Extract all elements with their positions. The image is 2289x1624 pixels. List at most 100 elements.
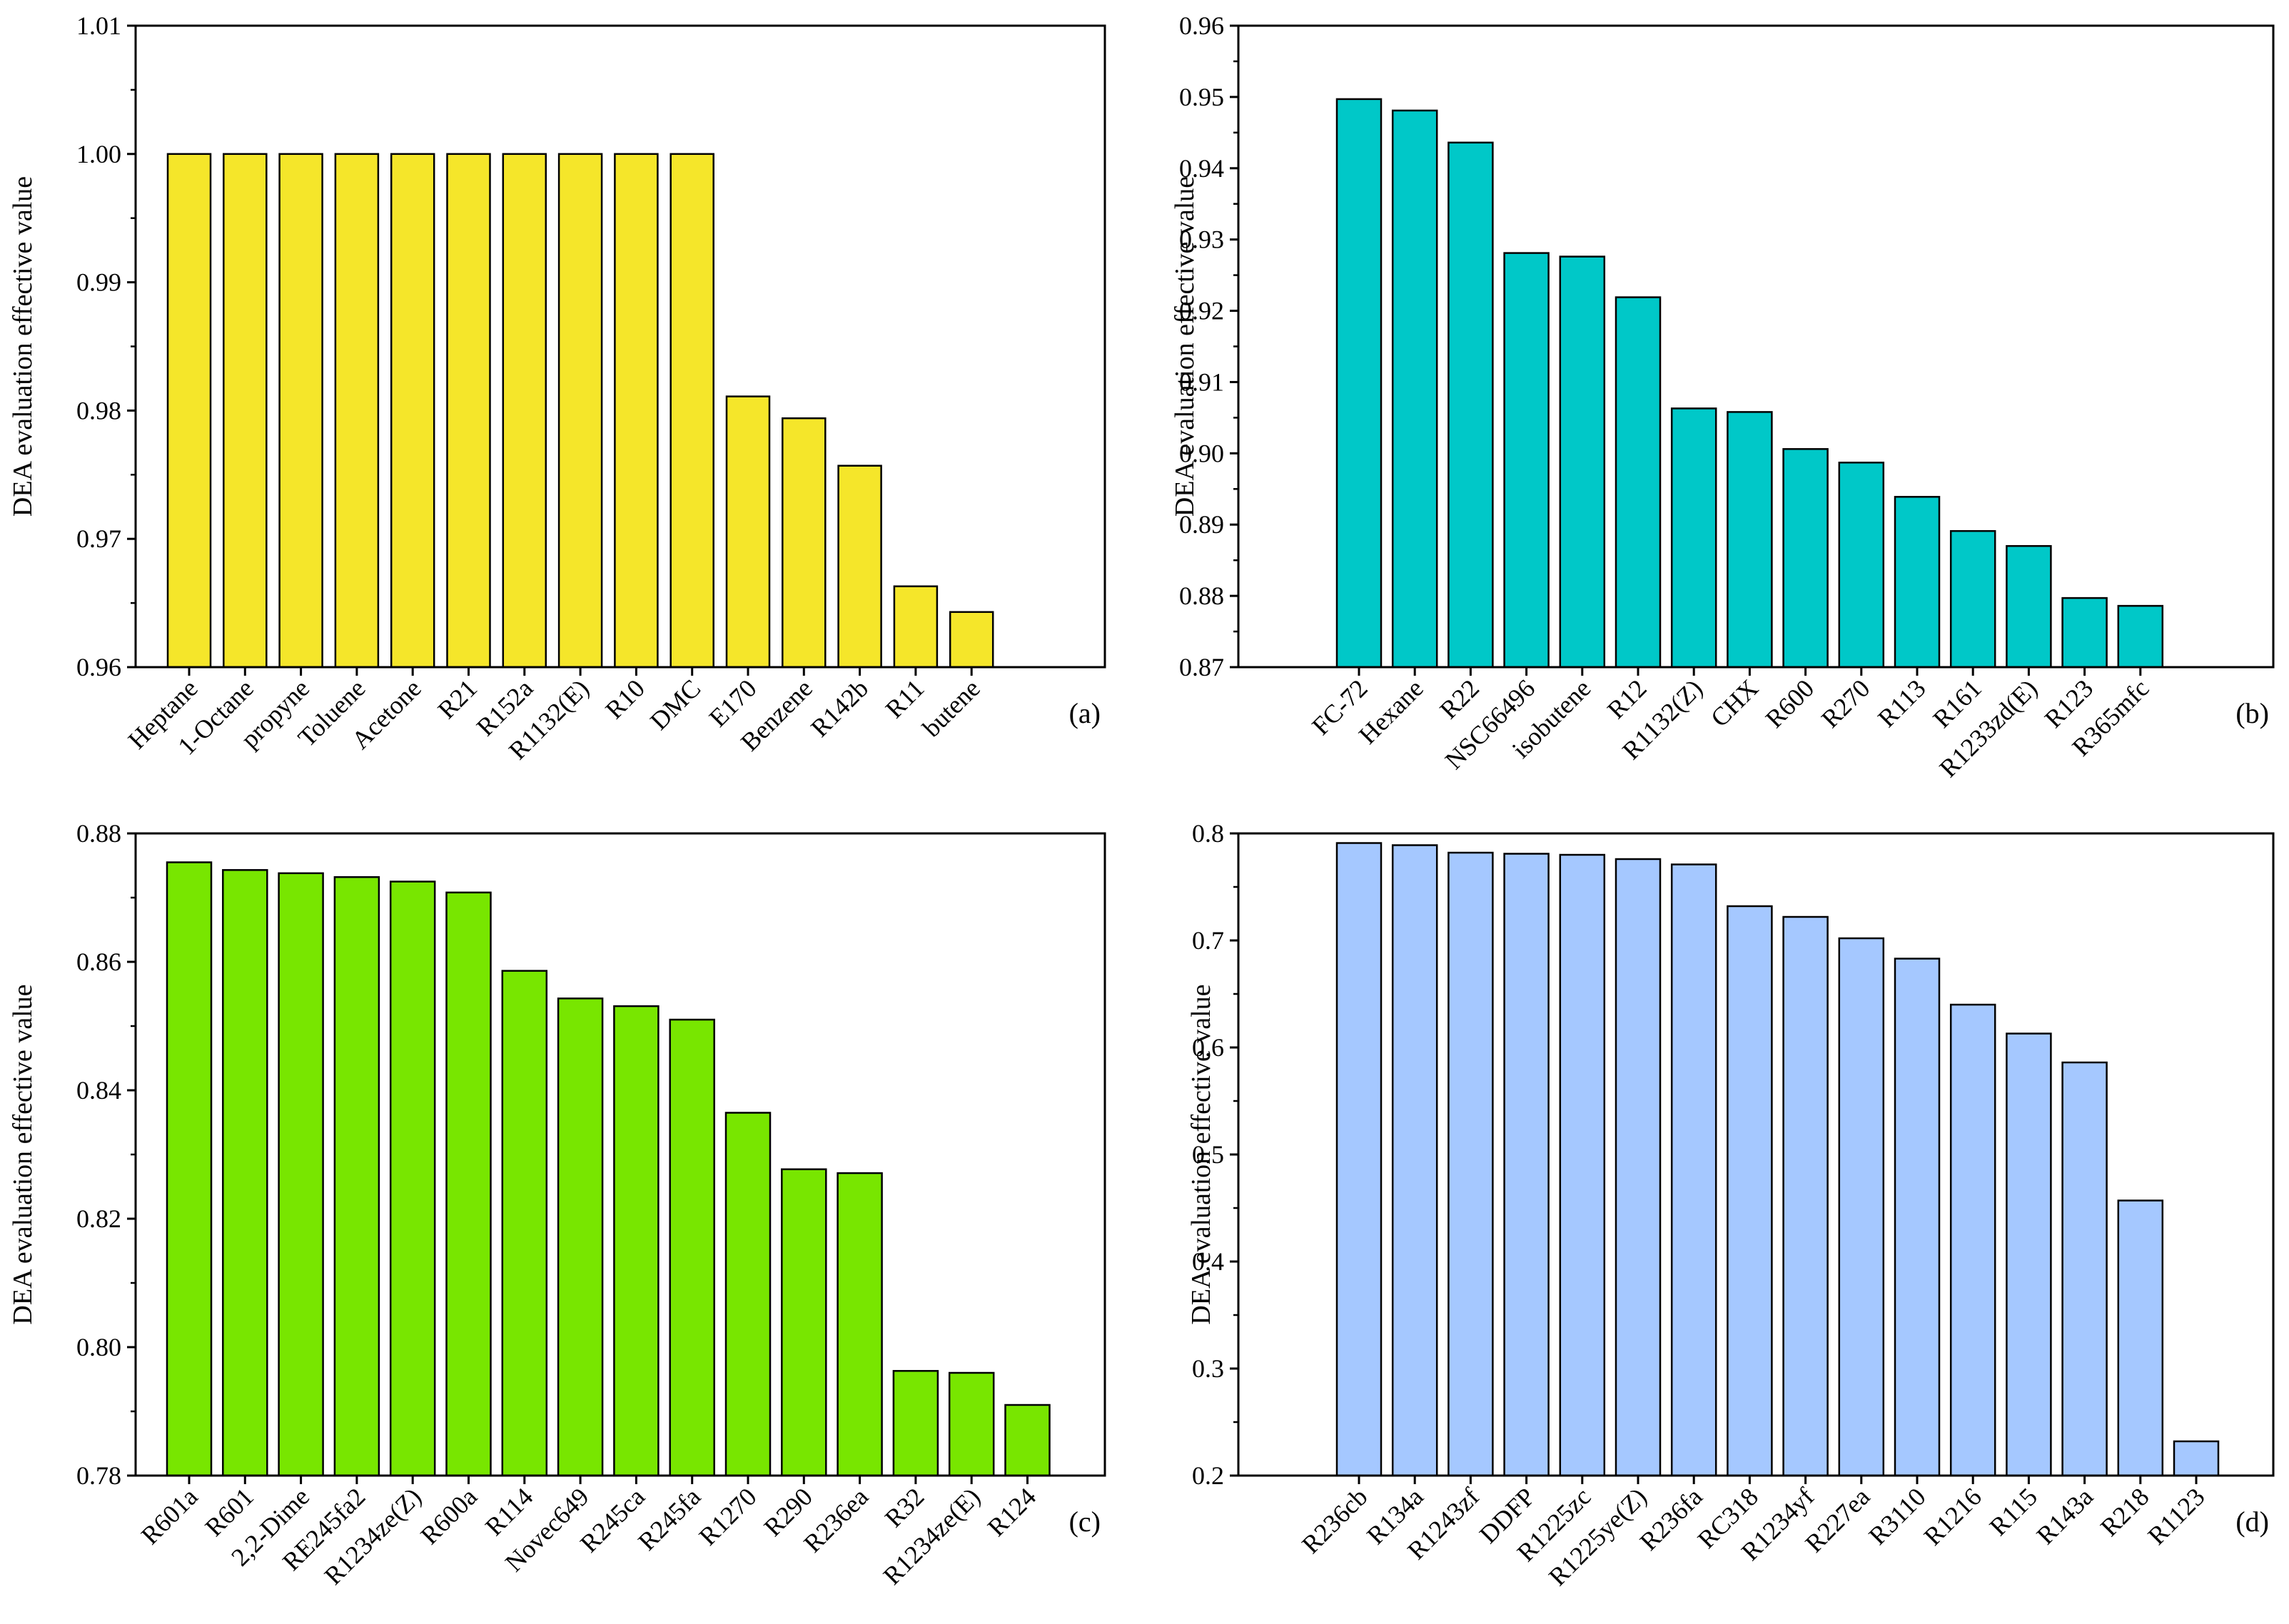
y-axis-title: DEA evaluation effective value	[8, 984, 38, 1324]
x-category-label: R227ea	[1799, 1482, 1875, 1558]
bar-R12	[1615, 296, 1662, 669]
bar-R10	[614, 153, 659, 669]
y-tick-label: 0.84	[76, 1076, 121, 1105]
x-category-label: butene	[917, 674, 986, 742]
bar-Benzene	[782, 417, 827, 669]
bar-R270	[1838, 462, 1885, 669]
chart-panel-c: 0.780.800.820.840.860.88R601aR6012,2-Dim…	[8, 819, 1106, 1590]
y-tick-label: 0.2	[1192, 1461, 1224, 1490]
y-tick-label: 0.80	[76, 1333, 121, 1361]
y-tick-label: 0.98	[76, 396, 121, 425]
x-category-label: R236ea	[798, 1482, 874, 1558]
bar-R3110	[1894, 958, 1941, 1477]
bar-R115	[2006, 1032, 2052, 1477]
bar-DMC	[669, 153, 714, 669]
bar-Acetone	[390, 153, 435, 669]
y-tick-label: 0.94	[1179, 154, 1224, 183]
bar-RC318	[1727, 905, 1773, 1477]
bar-R152a	[502, 153, 547, 669]
bar-R1234yf	[1782, 915, 1829, 1477]
x-category-label: R600a	[415, 1482, 482, 1550]
y-tick-label: 0.92	[1179, 297, 1224, 325]
panel-tag: (c)	[1069, 1506, 1101, 1538]
bar-R1234ze(E)	[948, 1371, 995, 1477]
bar-R143a	[2061, 1061, 2108, 1477]
bar-Toluene	[334, 153, 380, 669]
x-category-label: DMC	[645, 674, 706, 735]
bar-R1123	[2173, 1440, 2220, 1477]
bar-R134a	[1391, 844, 1438, 1477]
bar-R1270	[724, 1112, 772, 1477]
panel-tag: (b)	[2235, 697, 2269, 729]
x-category-label: CHX	[1705, 674, 1764, 732]
bar-R365mfc	[2117, 604, 2164, 669]
y-axis-title: DEA evaluation effective value	[8, 176, 38, 517]
bar-CHX	[1727, 411, 1773, 669]
x-category-label: R600	[1760, 674, 1819, 733]
bar-R227ea	[1838, 937, 1885, 1477]
x-category-label: R270	[1816, 674, 1875, 733]
y-tick-label: 1.01	[76, 11, 121, 40]
y-tick-label: 0.82	[76, 1204, 121, 1233]
bar-R124	[1004, 1404, 1051, 1477]
x-category-label: R1270	[693, 1482, 762, 1551]
bar-R22	[1447, 141, 1494, 669]
bar-R236ea	[837, 1172, 883, 1477]
y-tick-label: 0.96	[1179, 11, 1224, 40]
bar-R236fa	[1670, 863, 1717, 1477]
y-tick-label: 0.6	[1192, 1033, 1224, 1062]
bar-1-Octane	[223, 153, 268, 669]
y-axis-title: DEA evaluation effective value	[1186, 984, 1216, 1324]
y-tick-label: 0.86	[76, 948, 121, 976]
bar-R601a	[166, 861, 213, 1477]
bar-butene	[949, 611, 994, 669]
panel-tag: (d)	[2235, 1506, 2269, 1538]
bar-R142b	[837, 465, 882, 669]
bar-RE245fa2	[333, 876, 380, 1477]
y-tick-label: 0.91	[1179, 367, 1224, 396]
x-category-label: R3110	[1863, 1482, 1931, 1550]
bar-R1132(E)	[557, 153, 603, 669]
y-tick-label: 0.93	[1179, 225, 1224, 254]
x-category-label: R143a	[2031, 1482, 2099, 1550]
bar-NSC66496	[1503, 252, 1550, 669]
y-tick-label: 0.7	[1192, 926, 1224, 955]
y-tick-label: 0.3	[1192, 1354, 1224, 1383]
y-tick-label: 0.99	[76, 268, 121, 297]
bar-R11	[893, 585, 939, 669]
y-tick-label: 0.88	[1179, 582, 1224, 610]
bar-R1233zd(E)	[2006, 544, 2052, 669]
bar-R1132(Z)	[1670, 407, 1717, 669]
y-tick-label: 0.97	[76, 524, 121, 553]
chart-panel-d: 0.20.30.40.50.60.70.8R236cbR134aR1243zfD…	[1186, 819, 2275, 1591]
x-category-label: R124	[982, 1482, 1041, 1541]
bar-R114	[501, 970, 548, 1477]
bar-Hexane	[1391, 109, 1438, 669]
bar-FC-72	[1335, 98, 1383, 669]
bar-R1225zc	[1559, 853, 1606, 1477]
x-category-label: R1216	[1919, 1482, 1987, 1551]
bar-Novec649	[557, 998, 604, 1477]
bar-R161	[1949, 529, 1996, 669]
bar-R1225ye(Z)	[1615, 858, 1662, 1477]
bar-R601	[222, 869, 268, 1477]
x-category-label: R10	[600, 674, 650, 724]
bar-propyne	[278, 153, 323, 669]
chart-panel-b: 0.87 0.88 0.89 0.90 0.91 0.92 0.93 0.94 0.95 0.96…	[1170, 11, 2275, 783]
x-category-label: R236fa	[1634, 1482, 1708, 1556]
y-tick-label: 0.8	[1192, 819, 1224, 848]
x-category-label: R142b	[805, 674, 874, 742]
bar-R1243zf	[1447, 851, 1494, 1477]
bar-R290	[781, 1168, 827, 1477]
bar-Heptane	[166, 153, 212, 669]
y-tick-label: 0.78	[76, 1461, 121, 1490]
panel-tag: (a)	[1069, 697, 1101, 729]
y-tick-label: 0.5	[1192, 1140, 1224, 1169]
x-category-label: R245fa	[632, 1482, 706, 1556]
y-tick-label: 0.90	[1179, 439, 1224, 467]
bar-R1234ze(Z)	[389, 880, 436, 1477]
y-tick-label: 0.95	[1179, 83, 1224, 111]
x-category-label: R113	[1872, 674, 1931, 733]
y-tick-label: 0.89	[1179, 510, 1224, 539]
